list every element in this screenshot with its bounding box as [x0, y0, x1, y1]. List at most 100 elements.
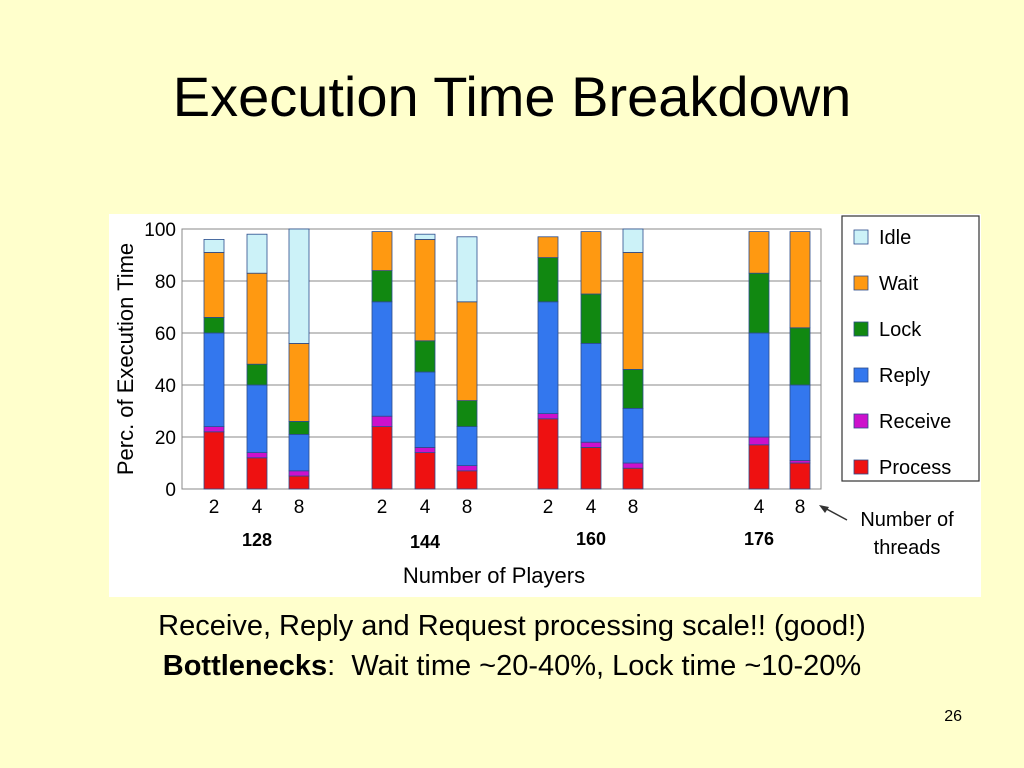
player-group-label: 160: [576, 529, 606, 549]
bar-segment-idle: [456, 236, 478, 303]
bar-segment-wait: [789, 231, 811, 329]
bar-segment-lock: [288, 420, 310, 435]
caption-line-1: Receive, Reply and Request processing sc…: [158, 610, 866, 642]
bar-segment-process: [537, 418, 559, 490]
y-tick-label: 20: [155, 428, 176, 449]
bar-segment-wait: [246, 272, 268, 365]
thread-tick-label: 8: [462, 497, 473, 518]
bar-segment-process: [456, 470, 478, 490]
legend-swatch-idle: [853, 229, 869, 245]
bar-segment-wait: [622, 252, 644, 370]
y-tick-label: 40: [155, 376, 176, 397]
bar-segment-wait: [288, 342, 310, 422]
bar-segment-reply: [622, 407, 644, 464]
bar-segment-wait: [537, 236, 559, 258]
bar-segment-process: [580, 446, 602, 490]
bar-segment-receive: [537, 413, 559, 420]
player-group-label: 128: [242, 530, 272, 550]
annotation-text: threads: [874, 537, 941, 559]
bar-segment-lock: [622, 368, 644, 409]
legend-label-idle: Idle: [879, 227, 911, 249]
legend-label-receive: Receive: [879, 411, 951, 433]
bar-segment-receive: [246, 452, 268, 459]
thread-tick-label: 4: [754, 497, 765, 518]
bar-segment-lock: [537, 257, 559, 303]
player-group-label: 144: [410, 532, 440, 552]
legend-label-lock: Lock: [879, 319, 922, 341]
bar-segment-receive: [414, 446, 436, 453]
y-axis-label: Perc. of Execution Time: [113, 243, 138, 475]
bar-segment-process: [748, 444, 770, 490]
bottlenecks-text: Wait time ~20-40%, Lock time ~10-20%: [351, 650, 862, 682]
bar-segment-process: [622, 467, 644, 490]
player-group-label: 176: [744, 529, 774, 549]
bar-segment-process: [414, 452, 436, 490]
bar-segment-process: [203, 431, 225, 490]
x-axis-label: Number of Players: [403, 563, 585, 588]
legend-label-process: Process: [879, 457, 951, 479]
bar-segment-receive: [288, 470, 310, 477]
chart: 0 20 40 60 80 100 Perc. of Execution Time 2 4 8 2 4…: [109, 214, 981, 597]
page-number: 26: [944, 708, 962, 725]
thread-tick-label: 4: [586, 497, 597, 518]
legend-swatch-process: [853, 459, 869, 475]
bar-segment-lock: [456, 400, 478, 428]
bar-segment-idle: [288, 228, 310, 344]
bar-segment-reply: [414, 371, 436, 448]
bar-segment-receive: [622, 462, 644, 469]
bar-segment-reply: [537, 301, 559, 415]
bar-segment-receive: [371, 415, 393, 427]
bar-segment-wait: [748, 231, 770, 274]
bar-segment-idle: [203, 238, 225, 253]
bar-segment-wait: [456, 301, 478, 402]
y-tick-label: 0: [165, 480, 176, 501]
bar-segment-process: [246, 457, 268, 490]
bar-segment-reply: [748, 332, 770, 438]
bar-segment-receive: [748, 436, 770, 446]
bar-segment-wait: [414, 238, 436, 342]
legend-swatch-receive: [853, 413, 869, 429]
thread-tick-label: 2: [377, 497, 388, 518]
legend-swatch-wait: [853, 275, 869, 291]
thread-tick-label: 8: [628, 497, 639, 518]
bar-segment-lock: [371, 270, 393, 303]
bar-segment-process: [288, 475, 310, 490]
legend-label-reply: Reply: [879, 365, 930, 387]
bottlenecks-separator: :: [327, 650, 336, 682]
bar-segment-lock: [748, 272, 770, 334]
bar-segment-wait: [371, 231, 393, 272]
y-tick-label: 60: [155, 324, 176, 345]
bar-segment-process: [371, 426, 393, 490]
bar-segment-lock: [414, 340, 436, 373]
bar-segment-idle: [246, 233, 268, 274]
bar-segment-wait: [580, 231, 602, 295]
bar-segment-reply: [580, 342, 602, 443]
y-tick-label: 80: [155, 272, 176, 293]
bar-segment-reply: [789, 384, 811, 461]
bar-segment-process: [789, 462, 811, 490]
annotation-arrowhead: [819, 505, 829, 513]
y-tick-label: 100: [144, 220, 176, 241]
bar-segment-receive: [456, 465, 478, 472]
caption-line-2: Bottlenecks: Wait time ~20-40%, Lock tim…: [0, 650, 1024, 683]
slide-title: Execution Time Breakdown: [172, 65, 852, 128]
thread-tick-label: 4: [252, 497, 263, 518]
legend-box: [841, 215, 980, 482]
legend-label-wait: Wait: [879, 273, 919, 295]
thread-tick-label: 8: [795, 497, 806, 518]
bar-segment-reply: [456, 426, 478, 467]
bar-segment-lock: [246, 363, 268, 386]
bar-segment-idle: [622, 228, 644, 253]
thread-tick-label: 4: [420, 497, 431, 518]
bar-segment-idle: [414, 233, 436, 240]
bar-segment-lock: [789, 327, 811, 386]
plot-frame: [181, 228, 822, 490]
thread-tick-label: 8: [294, 497, 305, 518]
bar-segment-lock: [203, 317, 225, 334]
bar-segment-reply: [288, 433, 310, 472]
bar-segment-wait: [203, 252, 225, 318]
thread-tick-label: 2: [543, 497, 554, 518]
bar-segment-receive: [203, 426, 225, 433]
bar-segment-reply: [203, 332, 225, 427]
bottlenecks-label: Bottlenecks: [162, 650, 328, 682]
